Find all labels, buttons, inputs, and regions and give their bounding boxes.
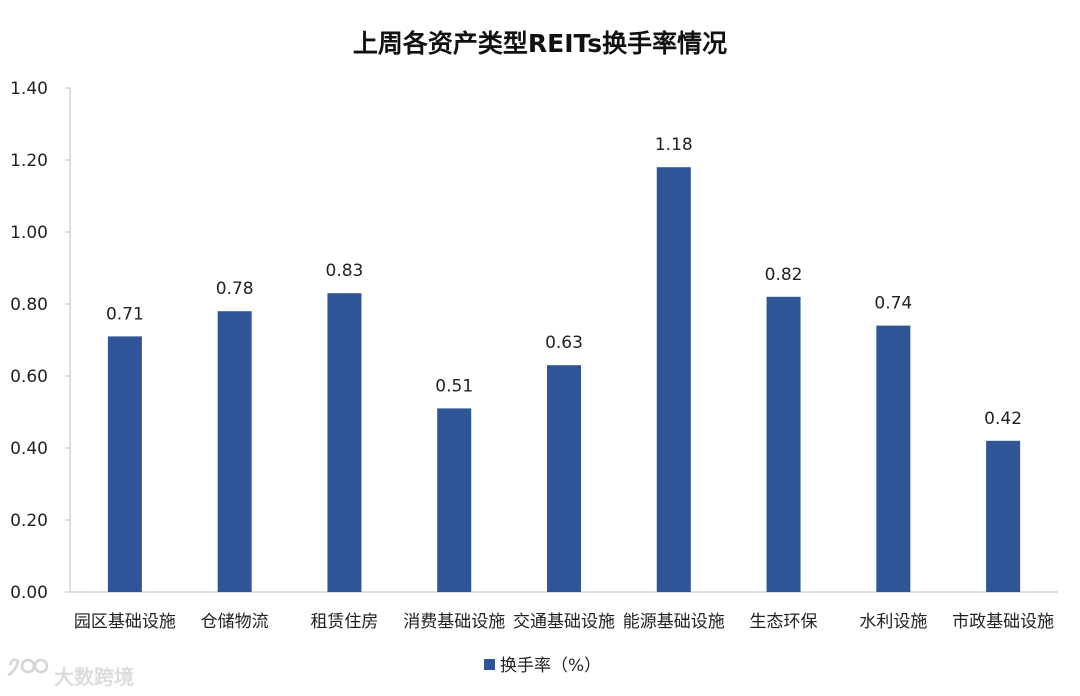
watermark-logo-icon	[7, 658, 49, 677]
x-tick-label: 市政基础设施	[952, 612, 1054, 632]
bar	[217, 311, 252, 592]
y-tick-label: 1.20	[10, 151, 48, 171]
data-label: 0.82	[765, 265, 803, 285]
bar	[547, 365, 581, 592]
x-tick-label: 水利设施	[859, 612, 927, 632]
x-tick-label: 能源基础设施	[623, 612, 725, 632]
bar	[327, 293, 362, 592]
bar	[986, 440, 1021, 592]
y-tick-label: 0.60	[10, 367, 48, 387]
data-labels: 0.71 0.78 0.83 0.51 0.63 1.18 0.82 0.74 0.42	[106, 135, 1022, 429]
data-label: 0.63	[545, 333, 583, 353]
legend-label: 换手率（%）	[500, 656, 601, 676]
chart-title: 上周各资产类型REITs换手率情况	[353, 29, 727, 58]
x-tick-label: 生态环保	[750, 612, 818, 632]
y-tick-label: 0.40	[10, 439, 48, 459]
bar	[656, 167, 691, 592]
legend-swatch	[484, 659, 495, 670]
bar	[107, 336, 142, 592]
x-tick-label: 仓储物流	[201, 612, 269, 632]
x-axis: 园区基础设施 仓储物流 租赁住房 消费基础设施 交通基础设施 能源基础设施 生态环保 水利设施…	[70, 591, 1058, 632]
y-tick-label: 1.40	[10, 79, 48, 99]
y-tick-label: 1.00	[10, 223, 48, 243]
data-label: 0.71	[106, 304, 144, 324]
x-tick-label: 交通基础设施	[513, 612, 615, 632]
bars	[107, 167, 1021, 592]
y-tick-label: 0.80	[10, 295, 48, 315]
legend: 换手率（%）	[484, 656, 601, 676]
data-label: 1.18	[655, 135, 693, 155]
data-label: 0.74	[874, 294, 912, 314]
y-axis: 0.00 0.20 0.40 0.60 0.80 1.00 1.20 1.40	[10, 79, 71, 603]
bar	[766, 296, 801, 592]
data-label: 0.51	[435, 376, 473, 396]
x-tick-label: 租赁住房	[310, 612, 378, 632]
y-tick-label: 0.00	[10, 583, 48, 603]
watermark-text: 大数跨境	[54, 665, 134, 689]
bar	[437, 408, 472, 592]
watermark: 大数跨境	[7, 658, 134, 689]
y-tick-label: 0.20	[10, 511, 48, 531]
data-label: 0.83	[326, 261, 364, 281]
bar	[876, 325, 911, 592]
data-label: 0.42	[984, 409, 1022, 429]
data-label: 0.78	[216, 279, 254, 299]
x-tick-label: 园区基础设施	[74, 612, 176, 632]
x-tick-label: 消费基础设施	[403, 612, 505, 632]
